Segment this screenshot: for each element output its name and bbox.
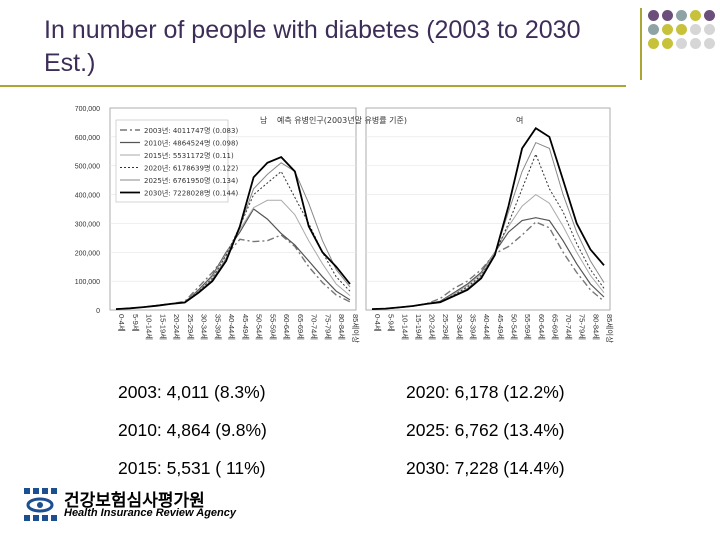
series-line (115, 156, 351, 310)
x-tick-label: 50-54세 (255, 314, 264, 340)
agency-name-korean: 건강보험심사평가원 (64, 491, 205, 510)
x-tick-label: 0-4세 (373, 314, 382, 332)
x-tick-label: 30-34세 (455, 314, 464, 340)
decorative-dot (662, 10, 673, 21)
x-tick-label: 50-54세 (509, 314, 518, 340)
x-tick-label: 75-79세 (323, 314, 332, 340)
decorative-dot (690, 10, 701, 21)
plot-panel-frame (109, 107, 357, 311)
legend-entry: 2003년: 4011747명 (0.083) (144, 126, 238, 135)
y-tick-label: 0 (96, 308, 100, 315)
decorative-dot (704, 10, 715, 21)
decorative-dot (704, 38, 715, 49)
decorative-dot (676, 38, 687, 49)
y-tick-label: 700,000 (75, 106, 100, 113)
y-tick-label: 100,000 (75, 279, 100, 286)
x-tick-label: 70-74세 (564, 314, 573, 340)
x-tick-label: 45-49세 (496, 314, 505, 340)
y-tick-label: 300,000 (75, 221, 100, 228)
x-tick-label: 20-24세 (172, 314, 181, 340)
stat-2030: 2030: 7,228 (14.4%) (406, 458, 565, 478)
legend-entry: 2015년: 5531172명 (0.11) (144, 151, 234, 160)
x-tick-label: 20-24세 (428, 314, 437, 340)
plot-panel-frame (365, 107, 611, 311)
stat-2003: 2003: 4,011 (8.3%) (118, 382, 266, 402)
x-tick-label: 5-9세 (131, 314, 140, 332)
stat-2020: 2020: 6,178 (12.2%) (406, 382, 565, 402)
stat-2010: 2010: 4,864 (9.8%) (118, 420, 267, 440)
decorative-dot (676, 10, 687, 21)
x-tick-label: 5-9세 (387, 314, 396, 332)
stat-2015: 2015: 5,531 ( 11%) (118, 458, 266, 478)
diabetes-chart: 700,000 600,000 500,000 400,000 300,000 200,0… (75, 106, 615, 343)
panel-label: 여 (516, 115, 523, 125)
x-tick-label: 35-39세 (213, 314, 222, 340)
decorative-dot (648, 10, 659, 21)
series-line (115, 208, 351, 310)
title-underline (0, 85, 626, 87)
slide-title: In number of people with diabetes (2003 … (44, 16, 581, 77)
x-tick-label: 25-29세 (186, 314, 195, 340)
x-tick-label: 65-69세 (550, 314, 559, 340)
legend-entry: 2010년: 4864524명 (0.098) (144, 139, 238, 148)
x-tick-label: 30-34세 (200, 314, 209, 340)
x-tick-label: 35-39세 (469, 314, 478, 340)
x-tick-label: 55-59세 (523, 314, 532, 340)
header-divider (640, 8, 642, 80)
x-tick-label: 25-29세 (441, 314, 450, 340)
x-tick-label: 65-69세 (296, 314, 305, 340)
x-tick-label: 80-84세 (337, 314, 346, 340)
series-line (115, 170, 351, 310)
series-line (371, 126, 605, 310)
y-tick-label: 600,000 (75, 135, 100, 142)
decorative-dot (704, 24, 715, 35)
y-tick-label: 200,000 (75, 250, 100, 257)
legend-box (115, 119, 229, 203)
y-tick-label: 400,000 (75, 193, 100, 200)
x-tick-label: 80-84세 (591, 314, 600, 340)
x-tick-label: 15-19세 (158, 314, 167, 340)
legend-entry: 2020년: 6178639명 (0.122) (144, 164, 238, 173)
legend-entry: 2025년: 6761950명 (0.134) (144, 176, 238, 185)
decorative-dot (662, 24, 673, 35)
x-tick-label: 85세이상 (351, 314, 361, 343)
decorative-dot (690, 24, 701, 35)
decorative-dot (648, 38, 659, 49)
x-tick-label: 45-49세 (241, 314, 250, 340)
x-tick-label: 0-4세 (117, 314, 126, 332)
agency-emblem-icon (24, 488, 57, 521)
series-line (371, 141, 605, 310)
decorative-dot (690, 38, 701, 49)
decorative-dot (648, 24, 659, 35)
series-line (371, 152, 605, 310)
series-line (115, 199, 351, 310)
x-tick-label: 70-74세 (310, 314, 319, 340)
panel-label: 남 (260, 116, 268, 125)
x-tick-label: 10-14세 (145, 314, 154, 340)
stat-2025: 2025: 6,762 (13.4%) (406, 420, 565, 440)
x-tick-label: 75-79세 (578, 314, 587, 340)
x-tick-label: 15-19세 (414, 314, 423, 340)
decorative-dot (662, 38, 673, 49)
agency-name-english: Health Insurance Review Agency (64, 507, 236, 519)
x-tick-label: 60-64세 (537, 314, 546, 340)
x-tick-label: 85세이상 (605, 314, 615, 343)
series-line (115, 234, 351, 310)
legend-entry: 2030년: 7228028명 (0.144) (144, 189, 238, 198)
y-tick-label: 500,000 (75, 164, 100, 171)
x-tick-label: 10-14세 (400, 314, 409, 340)
x-tick-label: 55-59세 (268, 314, 277, 340)
x-tick-label: 40-44세 (482, 314, 491, 340)
decorative-dot (676, 24, 687, 35)
x-tick-label: 40-44세 (227, 314, 236, 340)
x-tick-label: 60-64세 (282, 314, 291, 340)
chart-title: 예측 유병인구(2003년말 유병률 기준) (277, 115, 407, 125)
